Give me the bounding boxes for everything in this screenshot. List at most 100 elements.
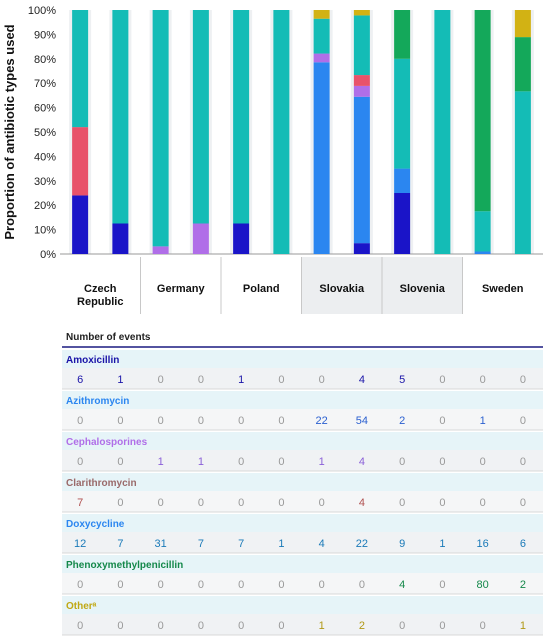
table-cell: 0	[278, 374, 284, 386]
table-cell: 0	[439, 620, 445, 632]
bar-segment	[112, 223, 129, 254]
bar-segment	[353, 96, 370, 244]
table-cell: 0	[158, 497, 164, 509]
bar-segment	[474, 251, 491, 254]
bar-segment	[72, 127, 89, 196]
table-cell: 6	[77, 374, 83, 386]
y-axis-label: Proportion of antibiotic types used	[2, 24, 17, 239]
y-tick-label: 30%	[34, 176, 56, 188]
table-cell: 0	[238, 620, 244, 632]
table-cell: 0	[117, 497, 123, 509]
table-cell: 1	[158, 456, 164, 468]
bar-segment	[353, 10, 370, 16]
y-tick-label: 40%	[34, 151, 56, 163]
table-cell: 0	[198, 579, 204, 591]
bar-segment	[152, 246, 169, 254]
table-cell: 7	[238, 538, 244, 550]
table-cell: 1	[520, 620, 526, 632]
bar-segment	[394, 193, 411, 254]
table-cell: 0	[238, 579, 244, 591]
table-cell: 1	[278, 538, 284, 550]
table-cell: 0	[198, 415, 204, 427]
table-cell: 22	[356, 538, 368, 550]
country-group-background	[140, 257, 221, 314]
bar-segment	[353, 243, 370, 254]
table-row-label: Doxycycline	[66, 519, 125, 530]
table-cell: 0	[359, 579, 365, 591]
table-cell: 5	[399, 374, 405, 386]
y-tick-label: 50%	[34, 127, 56, 139]
table-cell: 0	[158, 415, 164, 427]
table-label-band	[62, 596, 543, 614]
table-row-label: Phenoxymethylpenicillin	[66, 560, 183, 571]
table-cell: 0	[117, 579, 123, 591]
table-value-band	[62, 532, 543, 553]
table-cell: 1	[198, 456, 204, 468]
bar-segment	[353, 15, 370, 76]
table-row-label: Clarithromycin	[66, 478, 137, 489]
y-tick-label: 100%	[28, 5, 56, 17]
table-cell: 0	[77, 620, 83, 632]
y-tick-label: 20%	[34, 200, 56, 212]
table-cell: 0	[480, 497, 486, 509]
table-cell: 0	[520, 456, 526, 468]
table-cell: 4	[359, 374, 365, 386]
y-tick-label: 80%	[34, 54, 56, 66]
table-cell: 0	[117, 456, 123, 468]
table-value-band	[62, 450, 543, 471]
table-cell: 4	[359, 497, 365, 509]
table-cell: 54	[356, 415, 368, 427]
bar-segment	[233, 10, 250, 224]
table-cell: 0	[439, 579, 445, 591]
table-cell: 0	[399, 456, 405, 468]
bar-segment	[313, 62, 330, 255]
table-cell: 0	[198, 497, 204, 509]
table-cell: 0	[439, 497, 445, 509]
bar-segment	[313, 10, 330, 19]
table-cell: 7	[77, 497, 83, 509]
bar-segment	[233, 223, 250, 254]
table-value-band	[62, 368, 543, 389]
bar-segment	[353, 75, 370, 86]
table-cell: 1	[480, 415, 486, 427]
bar-segment	[152, 10, 169, 247]
table-cell: 0	[77, 415, 83, 427]
country-label-line: Republic	[77, 296, 123, 308]
bar-segment	[192, 223, 209, 254]
bar-segment	[394, 10, 411, 59]
table-cell: 0	[319, 579, 325, 591]
table-cell: 0	[198, 374, 204, 386]
bar-segment	[394, 58, 411, 169]
country-group-background	[60, 257, 141, 314]
table-label-band	[62, 432, 543, 450]
table-row-label: Cephalosporines	[66, 437, 148, 448]
table-cell: 4	[399, 579, 405, 591]
bar-segment	[72, 195, 89, 254]
table-cell: 0	[480, 374, 486, 386]
table-value-band	[62, 614, 543, 635]
table-cell: 0	[480, 456, 486, 468]
y-tick-label: 0%	[40, 249, 56, 261]
table-cell: 7	[198, 538, 204, 550]
table-row-label: Azithromycin	[66, 396, 129, 407]
table-value-band	[62, 573, 543, 594]
y-tick-label: 60%	[34, 103, 56, 115]
bar-segment	[313, 53, 330, 63]
bar-segment	[514, 37, 531, 92]
table-cell: 1	[319, 620, 325, 632]
table-cell: 7	[117, 538, 123, 550]
table-cell: 0	[158, 374, 164, 386]
table-label-band	[62, 391, 543, 409]
bar-segment	[273, 10, 290, 254]
table-cell: 0	[77, 456, 83, 468]
table-cell: 0	[319, 374, 325, 386]
table-cell: 0	[158, 579, 164, 591]
bar-segment	[72, 10, 89, 128]
table-cell: 0	[399, 497, 405, 509]
bar-segment	[313, 18, 330, 54]
y-tick-label: 90%	[34, 29, 56, 41]
bar-segment	[112, 10, 129, 224]
table-cell: 2	[520, 579, 526, 591]
table-cell: 22	[316, 415, 328, 427]
